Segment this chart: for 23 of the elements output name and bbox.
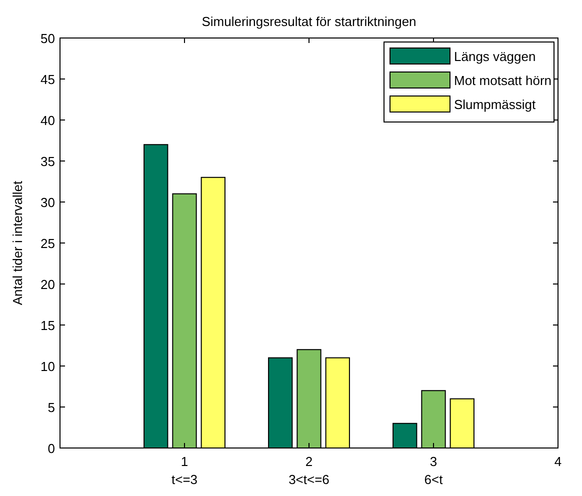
x-tick-label: 4 — [554, 454, 562, 469]
y-tick-label: 5 — [48, 400, 55, 415]
x-tick-label: 1 — [180, 454, 188, 469]
y-tick-label: 25 — [40, 236, 55, 251]
y-tick-label: 35 — [40, 154, 55, 169]
legend-label: Mot motsatt hörn — [454, 73, 552, 88]
y-axis-title: Antal tider i intervallet — [10, 180, 25, 306]
y-tick-label: 20 — [40, 277, 55, 292]
text: 3<t<=6 — [288, 472, 330, 487]
legend-label: Slumpmässigt — [454, 97, 536, 112]
y-tick-label: 10 — [40, 359, 55, 374]
x-tick-label: 2 — [305, 454, 313, 469]
text: 6<t — [424, 472, 444, 487]
y-tick-label: 15 — [40, 318, 55, 333]
legend-label: Längs väggen — [454, 49, 536, 64]
chart-title: Simuleringsresultat för startriktningen — [202, 14, 416, 29]
y-tick-label: 30 — [40, 195, 55, 210]
y-tick-label: 45 — [40, 72, 55, 87]
y-tick-label: 50 — [40, 31, 55, 46]
y-tick-label: 0 — [48, 441, 55, 456]
x-tick-label: 3 — [430, 454, 438, 469]
y-tick-label: 40 — [40, 113, 55, 128]
text: t<=3 — [171, 472, 198, 487]
